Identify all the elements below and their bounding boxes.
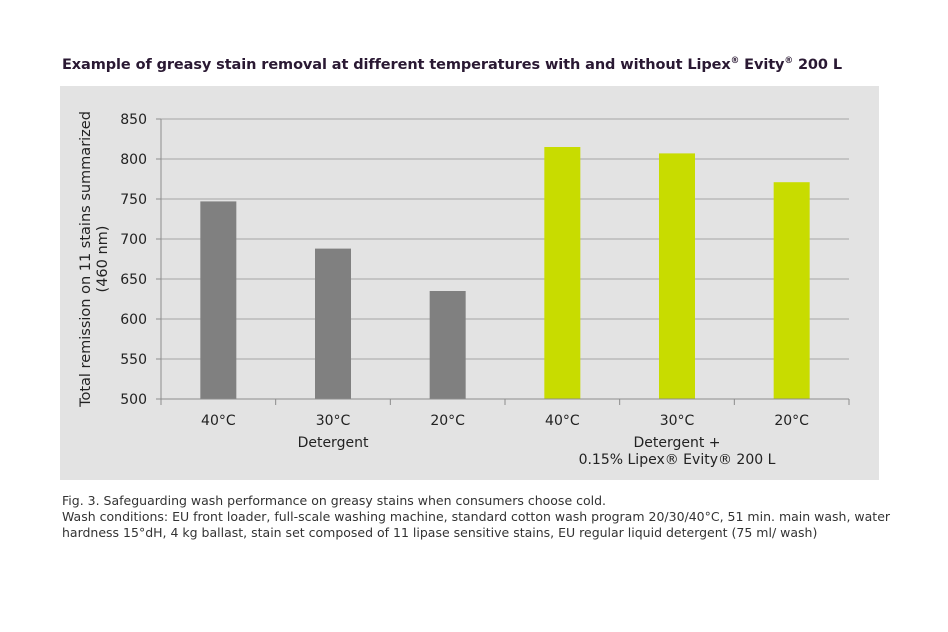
caption-line-1: Fig. 3. Safeguarding wash performance on… [62,493,607,508]
title-registered-mark-1: ® [730,56,740,67]
group-label: Detergent [298,435,369,451]
bar [544,147,581,399]
title-text-part2: Evity [739,57,785,73]
y-tick-label: 600 [120,312,147,328]
figure-caption: Fig. 3. Safeguarding wash performance on… [62,493,892,541]
y-tick-label: 850 [120,112,147,128]
y-axis-title: Total remission on 11 stains summarized(… [78,111,111,408]
y-tick-label: 650 [120,272,147,288]
bar [315,248,351,399]
y-tick-label: 550 [120,352,147,368]
bar [429,291,466,399]
caption-line-2: Wash conditions: EU front loader, full-s… [62,509,891,540]
x-tick-label: 40°C [545,413,580,429]
y-tick-label: 700 [120,232,147,248]
x-tick-label: 30°C [660,413,695,429]
y-tick-label: 750 [120,192,147,208]
chart-title: Example of greasy stain removal at diffe… [62,57,842,73]
bar [773,182,810,399]
y-tick-label: 800 [120,152,147,168]
y-tick-label: 500 [120,392,147,408]
x-tick-label: 40°C [201,413,236,429]
group-label: Detergent +0.15% Lipex® Evity® 200 L [579,435,776,468]
x-tick-label: 30°C [316,413,351,429]
bar-chart: 500 550 600 650 700 750 800 850 40°C 30°C 20°C 40°C… [78,111,850,468]
bar [659,153,695,399]
title-text-part3: 200 L [793,57,843,73]
title-registered-mark-2: ® [784,56,793,67]
x-tick-label: 20°C [430,413,465,429]
x-tick-label: 20°C [774,413,809,429]
title-text-part1: Example of greasy stain removal at diffe… [62,57,731,73]
chart-panel: 500 550 600 650 700 750 800 850 40°C 30°C 20°C 40°C… [60,86,879,480]
bar [200,201,237,399]
